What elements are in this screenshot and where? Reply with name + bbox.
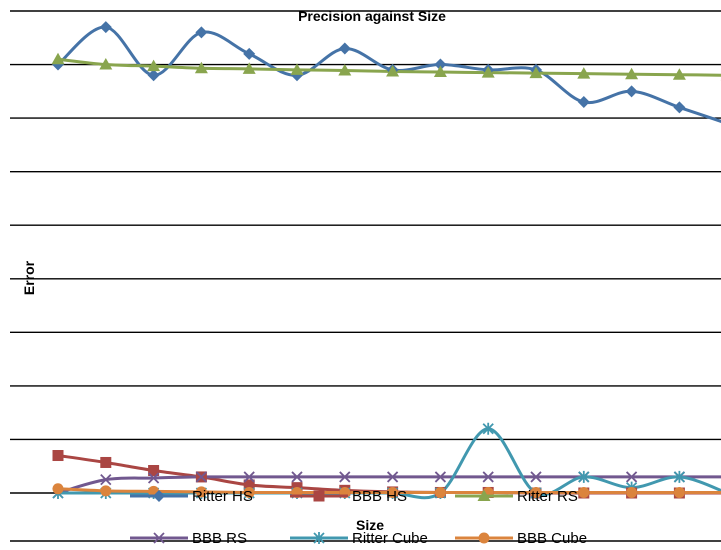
data-point-ritter-hs bbox=[625, 85, 638, 98]
data-point-ritter-hs bbox=[147, 69, 160, 82]
legend-label-ritter-cube: Ritter Cube bbox=[352, 530, 428, 547]
legend-marker-ritter-cube bbox=[313, 532, 325, 544]
data-point-ritter-hs bbox=[338, 42, 351, 55]
x-axis-label: Size bbox=[356, 517, 384, 533]
legend-marker-ritter-rs bbox=[477, 489, 491, 501]
y-axis-label: Error bbox=[21, 260, 37, 295]
data-point-bbb-rs bbox=[195, 471, 208, 483]
data-point-ritter-rs bbox=[338, 63, 352, 76]
data-point-bbb-cube bbox=[434, 486, 446, 498]
legend: Ritter HS BBB HS Ritter RS BBB RS Ritter Cub… bbox=[130, 488, 587, 547]
legend-marker-bbb-rs bbox=[153, 532, 165, 544]
data-point-bbb-hs bbox=[100, 456, 112, 468]
data-point-ritter-rs bbox=[625, 67, 639, 80]
legend-label-bbb-hs: BBB HS bbox=[352, 488, 407, 505]
data-point-ritter-hs bbox=[195, 26, 208, 39]
data-point-bbb-rs bbox=[243, 471, 255, 483]
data-point-bbb-cube bbox=[387, 486, 399, 498]
data-point-bbb-rs bbox=[434, 471, 447, 483]
data-point-ritter-rs bbox=[481, 66, 495, 78]
legend-marker-bbb-cube bbox=[478, 532, 490, 544]
legend-marker-ritter-hs bbox=[153, 490, 165, 502]
legend-label-ritter-rs: Ritter RS bbox=[517, 488, 578, 505]
data-point-ritter-rs bbox=[672, 68, 686, 80]
gridlines bbox=[10, 10, 721, 542]
data-point-ritter-hs bbox=[243, 47, 256, 60]
data-point-bbb-cube bbox=[52, 483, 64, 495]
legend-label-bbb-cube: BBB Cube bbox=[517, 530, 587, 547]
data-point-ritter-rs bbox=[577, 67, 591, 79]
data-point-bbb-cube bbox=[673, 486, 685, 498]
legend-marker-bbb-hs bbox=[313, 490, 325, 502]
data-point-ritter-cube bbox=[578, 470, 590, 483]
data-point-bbb-cube bbox=[626, 486, 638, 498]
data-point-ritter-rs bbox=[386, 65, 400, 77]
data-point-bbb-cube bbox=[100, 485, 112, 497]
data-point-bbb-rs bbox=[482, 471, 494, 483]
data-point-bbb-rs bbox=[339, 471, 351, 483]
legend-label-bbb-rs: BBB RS bbox=[192, 530, 247, 547]
data-point-ritter-hs bbox=[99, 21, 112, 34]
data-point-bbb-hs bbox=[52, 450, 64, 462]
data-point-ritter-rs bbox=[194, 61, 208, 74]
data-point-bbb-rs bbox=[386, 471, 399, 483]
data-point-bbb-cube bbox=[195, 486, 207, 498]
data-point-bbb-rs bbox=[100, 473, 112, 486]
data-point-ritter-hs bbox=[434, 58, 447, 71]
data-point-ritter-cube bbox=[673, 470, 686, 483]
data-point-bbb-rs bbox=[625, 471, 638, 483]
data-point-bbb-cube bbox=[530, 486, 542, 498]
data-point-bbb-cube bbox=[578, 486, 590, 498]
legend-label-ritter-hs: Ritter HS bbox=[192, 488, 253, 505]
data-point-ritter-rs bbox=[147, 59, 161, 72]
data-point-ritter-rs bbox=[290, 63, 304, 75]
series-lines bbox=[56, 25, 721, 500]
data-point-bbb-hs bbox=[148, 465, 160, 477]
data-point-ritter-hs bbox=[673, 101, 686, 114]
data-point-bbb-rs bbox=[147, 472, 160, 484]
data-point-ritter-rs bbox=[242, 62, 256, 74]
data-point-ritter-cube bbox=[482, 422, 494, 435]
data-point-ritter-hs bbox=[577, 96, 590, 109]
data-point-bbb-rs bbox=[530, 471, 542, 483]
data-point-bbb-hs bbox=[243, 479, 255, 491]
data-point-ritter-rs bbox=[529, 66, 543, 79]
data-point-bbb-cube bbox=[243, 486, 255, 498]
data-point-ritter-rs bbox=[51, 52, 65, 65]
data-point-ritter-rs bbox=[433, 65, 447, 78]
data-point-ritter-rs bbox=[99, 58, 113, 70]
chart-title: Precision against Size bbox=[298, 8, 446, 24]
data-point-bbb-rs bbox=[291, 471, 303, 483]
